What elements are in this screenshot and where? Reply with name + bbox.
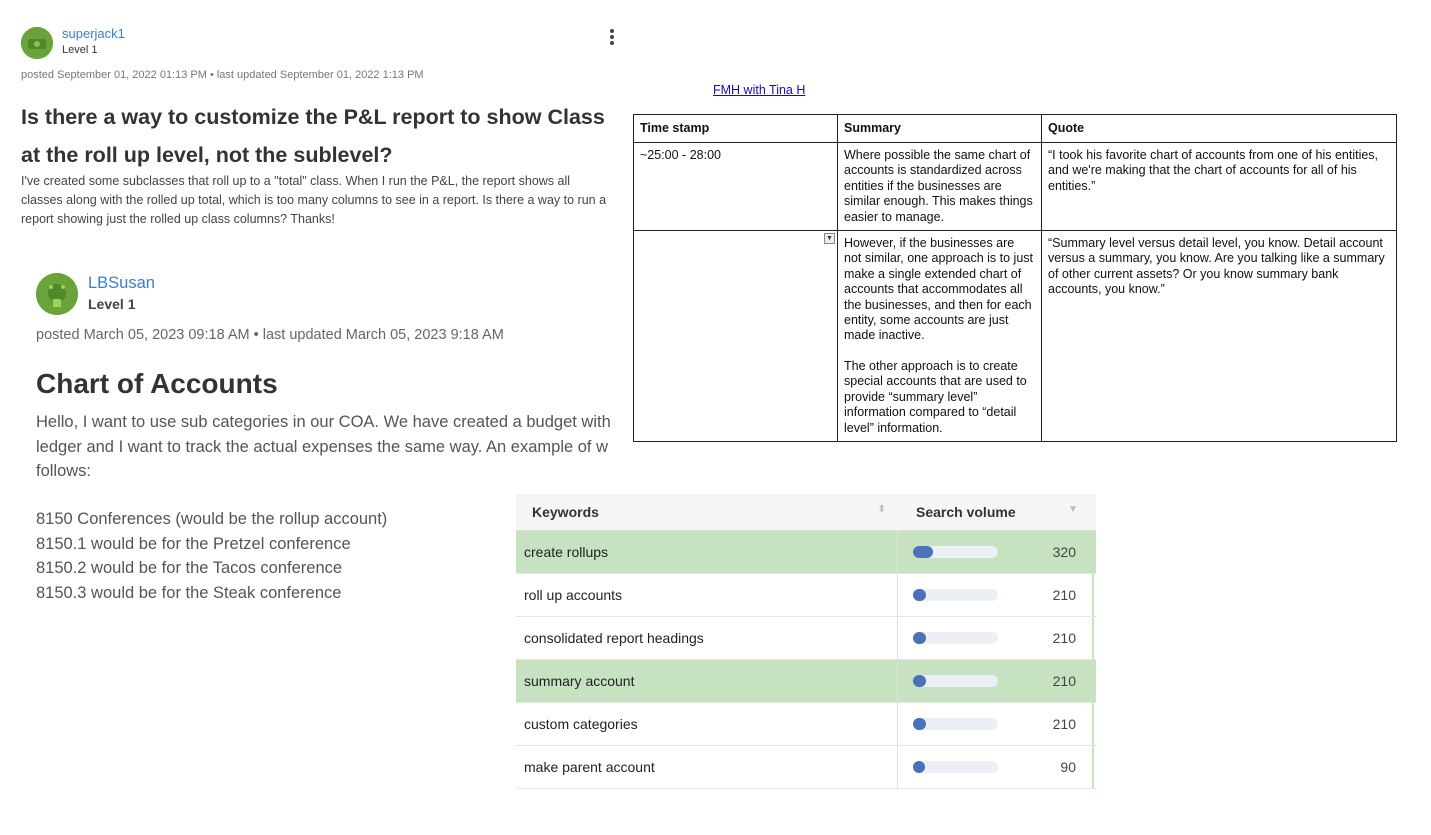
keyword-cell: create rollups: [516, 531, 898, 573]
volume-bar-fill: [913, 632, 926, 644]
keywords-table: Keywords ⬍ Search volume ▼ create rollup…: [516, 494, 1096, 794]
volume-bar-fill: [913, 761, 925, 773]
table-row[interactable]: create rollups 320: [516, 531, 1096, 574]
volume-cell: 320: [898, 531, 1096, 573]
volume-bar-track: [913, 675, 998, 687]
post-title: Chart of Accounts: [36, 368, 278, 399]
avatar[interactable]: [36, 273, 78, 315]
body-line: Hello, I want to use sub categories in o…: [36, 413, 611, 431]
dropdown-toggle-icon[interactable]: ▼: [824, 233, 835, 245]
table-row[interactable]: consolidated report headings 210: [516, 617, 1096, 660]
account-example-list: 8150 Conferences (would be the rollup ac…: [36, 507, 387, 605]
body-line: ledger and I want to track the actual ex…: [36, 437, 609, 456]
more-options-icon[interactable]: [606, 28, 618, 48]
volume-value: 210: [1052, 630, 1076, 646]
post-body: I've created some subclasses that roll u…: [21, 174, 607, 226]
username-link[interactable]: superjack1: [62, 26, 125, 41]
row-edge-marker: [1092, 746, 1094, 788]
column-header: Time stamp: [633, 114, 838, 143]
sort-descending-icon[interactable]: ▼: [1068, 504, 1078, 515]
list-item: 8150.3 would be for the Steak conference: [36, 583, 342, 602]
column-header-label: Keywords: [532, 504, 599, 520]
table-row[interactable]: make parent account 90: [516, 746, 1096, 789]
volume-bar-track: [913, 546, 998, 558]
summary-text: The other approach is to create special …: [844, 358, 1027, 435]
column-header: Summary: [837, 114, 1042, 143]
table-row[interactable]: roll up accounts 210: [516, 574, 1096, 617]
table-row: ▼ However, if the businesses are not sim…: [633, 230, 1397, 442]
search-volume-column-header[interactable]: Search volume ▼: [896, 504, 1096, 520]
volume-cell: 90: [898, 746, 1096, 788]
summary-text: Where possible the same chart of account…: [844, 148, 1033, 224]
volume-bar-fill: [913, 675, 926, 687]
transcript-table: Time stamp Summary Quote ~25:00 - 28:00 …: [633, 114, 1397, 442]
volume-value: 210: [1052, 673, 1076, 689]
volume-value: 320: [1052, 544, 1076, 560]
body-line: follows:: [36, 462, 92, 480]
volume-bar-track: [913, 718, 998, 730]
post-meta: posted March 05, 2023 09:18 AM • last up…: [36, 327, 504, 343]
quote-cell: “Summary level versus detail level, you …: [1041, 230, 1397, 442]
keyword-cell: summary account: [516, 660, 898, 702]
volume-value: 210: [1052, 587, 1076, 603]
sort-icon[interactable]: ⬍: [877, 504, 886, 515]
volume-bar-fill: [913, 718, 926, 730]
row-edge-marker: [1092, 574, 1094, 616]
list-item: 8150.2 would be for the Tacos conference: [36, 559, 343, 577]
row-edge-marker: [1092, 660, 1094, 702]
table-row: ~25:00 - 28:00 Where possible the same c…: [633, 141, 1397, 232]
summary-text: However, if the businesses are not simil…: [844, 236, 1033, 343]
post-title: Is there a way to customize the P&L repo…: [21, 105, 605, 167]
row-edge-marker: [1092, 703, 1094, 745]
username-link[interactable]: LBSusan: [88, 274, 155, 292]
timestamp-cell: ▼: [633, 230, 838, 442]
source-link[interactable]: FMH with Tina H: [713, 83, 806, 97]
timestamp-cell: ~25:00 - 28:00: [633, 141, 838, 232]
volume-cell: 210: [898, 660, 1096, 702]
volume-cell: 210: [898, 574, 1096, 616]
quote-cell: “I took his favorite chart of accounts f…: [1041, 141, 1397, 232]
volume-cell: 210: [898, 617, 1096, 659]
row-edge-marker: [1092, 617, 1094, 659]
column-header-label: Search volume: [916, 504, 1016, 520]
keywords-column-header[interactable]: Keywords ⬍: [516, 504, 896, 520]
table-row[interactable]: summary account 210: [516, 660, 1096, 703]
keyword-cell: roll up accounts: [516, 574, 898, 616]
column-header: Quote: [1041, 114, 1397, 143]
table-row[interactable]: custom categories 210: [516, 703, 1096, 746]
list-item: 8150 Conferences (would be the rollup ac…: [36, 510, 388, 528]
avatar[interactable]: [21, 27, 53, 59]
volume-bar-fill: [913, 589, 926, 601]
user-level: Level 1: [62, 44, 98, 56]
volume-cell: 210: [898, 703, 1096, 745]
volume-value: 90: [1060, 759, 1076, 775]
volume-value: 210: [1052, 716, 1076, 732]
summary-cell: Where possible the same chart of account…: [837, 141, 1042, 232]
user-level: Level 1: [88, 296, 136, 312]
table-header-row: Time stamp Summary Quote: [633, 114, 1397, 143]
summary-cell: However, if the businesses are not simil…: [837, 230, 1042, 442]
volume-bar-track: [913, 632, 998, 644]
volume-bar-track: [913, 589, 998, 601]
keyword-cell: consolidated report headings: [516, 617, 898, 659]
keyword-cell: custom categories: [516, 703, 898, 745]
post-meta: posted September 01, 2022 01:13 PM • las…: [21, 69, 424, 81]
keyword-cell: make parent account: [516, 746, 898, 788]
post-body: Hello, I want to use sub categories in o…: [36, 410, 619, 485]
volume-bar-fill: [913, 546, 933, 558]
table-header-row: Keywords ⬍ Search volume ▼: [516, 494, 1096, 531]
row-edge-marker: [1092, 531, 1094, 573]
list-item: 8150.1 would be for the Pretzel conferen…: [36, 534, 351, 553]
volume-bar-track: [913, 761, 998, 773]
